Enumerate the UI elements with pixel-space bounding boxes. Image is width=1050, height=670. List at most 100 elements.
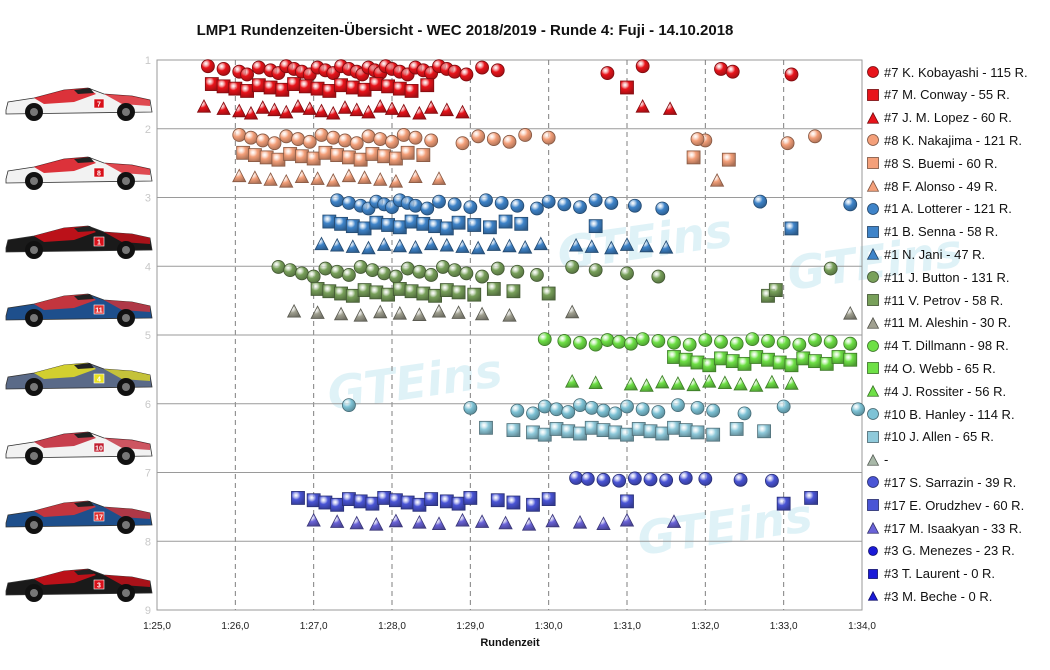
square-icon: [867, 430, 879, 443]
car-1-image: 1: [5, 225, 153, 259]
data-point: [247, 170, 263, 184]
legend-label: #1 B. Senna - 58 R.: [884, 224, 999, 240]
data-point: [408, 239, 423, 254]
data-point: [557, 197, 572, 212]
data-point: [655, 426, 670, 441]
data-point: [498, 515, 513, 530]
data-point: [776, 496, 791, 511]
data-point: [322, 214, 337, 229]
data-point: [337, 100, 353, 114]
y-tick-label: 7: [145, 468, 151, 480]
legend-label: #7 M. Conway - 55 R.: [884, 87, 1010, 103]
data-point: [733, 472, 748, 487]
x-tick-label: 1:33,0: [770, 621, 798, 632]
data-point: [608, 425, 623, 440]
data-point: [753, 194, 768, 209]
legend-marker: [867, 134, 879, 147]
legend-item: #1 A. Lotterer - 121 R.: [866, 199, 1012, 219]
data-point: [471, 240, 486, 255]
svg-text:4: 4: [97, 377, 101, 384]
data-point: [342, 492, 356, 506]
data-point: [373, 99, 388, 113]
data-point: [275, 82, 290, 97]
data-point: [267, 102, 282, 117]
data-point: [291, 132, 305, 146]
data-point: [373, 132, 388, 146]
legend-marker: [867, 591, 879, 602]
data-point: [404, 84, 419, 98]
data-point: [573, 335, 587, 350]
data-point: [412, 105, 427, 120]
circle-icon: [867, 66, 879, 78]
data-point: [526, 425, 540, 440]
data-point: [381, 218, 395, 232]
data-point: [678, 471, 693, 485]
data-point: [447, 197, 462, 212]
data-point: [251, 78, 266, 93]
data-point: [549, 402, 564, 417]
data-point: [243, 105, 259, 120]
car-4-image: 4: [5, 362, 153, 396]
legend-item: #17 E. Orudzhev - 60 R.: [866, 495, 1024, 515]
data-point: [216, 79, 231, 94]
y-tick-label: 8: [145, 536, 151, 548]
legend-marker: [868, 568, 878, 579]
data-point: [306, 512, 321, 527]
data-point: [619, 237, 635, 251]
legend-item: #8 S. Buemi - 60 R.: [866, 153, 997, 173]
y-tick-label: 5: [145, 330, 151, 342]
data-point: [843, 197, 858, 212]
data-point: [612, 473, 627, 488]
legend-marker: [866, 316, 880, 329]
legend-label: #4 O. Webb - 65 R.: [884, 360, 996, 376]
data-point: [851, 402, 865, 417]
data-point: [330, 237, 345, 252]
data-point: [690, 132, 705, 146]
data-point: [498, 214, 513, 229]
data-point: [408, 198, 423, 213]
data-point: [843, 336, 858, 351]
data-point: [808, 129, 822, 144]
data-point: [823, 261, 838, 276]
data-point: [561, 405, 576, 419]
data-point: [357, 221, 372, 236]
data-point: [424, 268, 439, 282]
data-point: [330, 193, 345, 208]
data-point: [318, 495, 333, 510]
legend-marker: [866, 111, 880, 124]
data-point: [416, 148, 431, 163]
data-point: [537, 427, 552, 442]
data-point: [572, 514, 588, 529]
legend-label: #8 K. Nakajima - 121 R.: [884, 132, 1023, 148]
data-point: [620, 80, 634, 95]
triangle-icon: [866, 521, 880, 534]
data-point: [749, 378, 764, 392]
x-tick-label: 1:27,0: [300, 621, 328, 632]
data-point: [259, 150, 274, 165]
legend-label: #11 M. Aleshin - 30 R.: [884, 315, 1011, 331]
data-points: [196, 59, 865, 531]
legend-marker: [867, 362, 879, 375]
data-point: [400, 261, 415, 276]
triangle-icon: [866, 111, 880, 124]
data-point: [381, 79, 395, 94]
data-point: [702, 358, 717, 373]
legend-item: #7 J. M. Lopez - 60 R.: [866, 108, 1012, 128]
data-point: [201, 59, 215, 74]
data-point: [667, 420, 681, 435]
legend-label: #7 J. M. Lopez - 60 R.: [884, 110, 1012, 126]
data-point: [318, 261, 333, 276]
data-point: [643, 472, 658, 487]
data-point: [843, 352, 858, 367]
data-point: [365, 496, 380, 511]
data-point: [428, 219, 442, 234]
legend-marker: [868, 545, 878, 556]
data-point: [263, 172, 278, 186]
data-point: [604, 196, 619, 210]
legend-marker: [867, 202, 879, 215]
legend-label: #3 M. Beche - 0 R.: [884, 588, 993, 604]
data-point: [290, 99, 306, 113]
data-point: [333, 306, 349, 321]
data-point: [490, 493, 505, 508]
data-point: [764, 374, 780, 389]
